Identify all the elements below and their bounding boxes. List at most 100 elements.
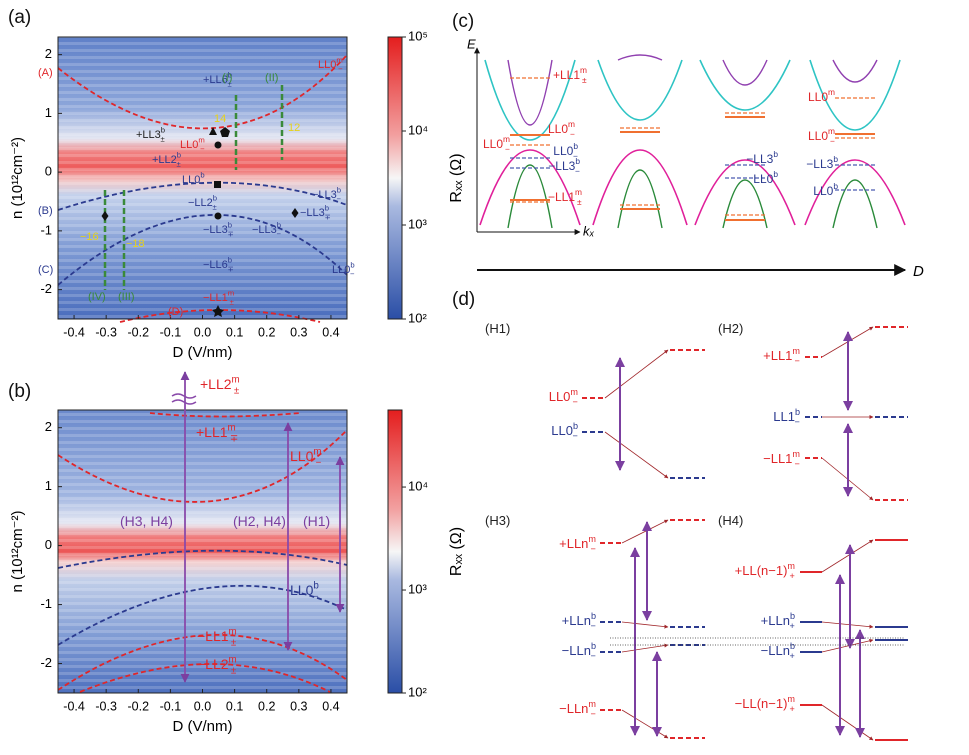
x-tick-label: -0.1	[160, 699, 182, 713]
label-text: −LL1	[548, 190, 575, 204]
y-axis-title: n (10¹²cm⁻²)	[9, 137, 26, 219]
label-sup: m	[336, 56, 342, 65]
label-sub: −	[313, 591, 319, 602]
label-text: (H1)	[485, 321, 510, 336]
label: +LL2m ±	[200, 374, 240, 396]
x-tick-label: 0.2	[258, 699, 275, 713]
band	[832, 59, 878, 83]
label: −LLnb −	[562, 641, 596, 661]
colorbar-tick-label: 10⁴	[408, 478, 428, 493]
label-text: (C)	[38, 264, 53, 276]
label-text: (II)	[265, 72, 278, 84]
label-text: −16	[80, 231, 99, 243]
label-sub: −	[830, 136, 835, 146]
label-text: +LLn	[761, 613, 790, 628]
label-text: −LL1	[197, 628, 229, 644]
label-sup: b	[228, 256, 232, 265]
label-sup: b	[161, 126, 165, 135]
label-sub: ±	[230, 297, 234, 306]
band	[832, 179, 878, 229]
label-sub: +	[790, 652, 795, 662]
label: LL0b −	[182, 171, 205, 189]
label-text: (H2)	[718, 321, 743, 336]
label-sub: −	[795, 460, 800, 470]
label: −LL(n−1)m +	[735, 694, 795, 714]
label-sub: −	[200, 179, 205, 188]
label-text: −LLn	[562, 643, 591, 658]
colorbar-title: Rₓₓ (Ω)	[448, 527, 465, 576]
x-axis-title: D (V/nm)	[173, 718, 233, 735]
label-sup: m	[568, 119, 575, 129]
label-sup: m	[828, 126, 835, 136]
label-sub: −	[795, 357, 800, 367]
x-tick-label: -0.3	[95, 325, 117, 339]
label-sup: m	[588, 699, 596, 709]
label-sup: b	[573, 421, 578, 431]
label-sub: +	[790, 622, 795, 632]
label: −18	[126, 238, 145, 250]
label-text: LL0	[290, 448, 314, 464]
x-tick-label: 0.4	[322, 325, 339, 339]
colorbar-tick-label: 10⁵	[408, 28, 428, 43]
label: LL0m −	[549, 387, 578, 407]
label: −LL6b ∓	[203, 256, 234, 274]
label-sub: −	[505, 144, 510, 154]
label-sup: b	[228, 221, 232, 230]
label-sub: −	[316, 457, 322, 468]
label: 14	[214, 113, 226, 125]
label-sub: −	[573, 432, 578, 442]
label: −LL2b ±	[188, 194, 217, 212]
label-sub: ∓	[324, 212, 330, 221]
axis-title: kₓ	[583, 223, 595, 238]
label-sub: ±	[231, 665, 237, 676]
x-axis-title: D (V/nm)	[173, 344, 233, 361]
y-tick-label: 1	[45, 105, 52, 120]
label-sub: −	[573, 398, 578, 408]
label-sub: −	[591, 652, 596, 662]
label-sub: +	[790, 572, 795, 582]
label-text: LL0	[553, 144, 573, 158]
label-text: LL0	[753, 172, 773, 186]
label-sup: m	[792, 449, 800, 459]
label-sub: ±	[231, 637, 237, 648]
x-tick-label: -0.2	[128, 699, 150, 713]
label: (C)	[38, 264, 53, 276]
y-tick-label: 0	[45, 537, 52, 552]
label-sup: b	[213, 194, 217, 203]
y-tick-label: 0	[45, 164, 52, 179]
label: −LL3b	[806, 154, 838, 171]
label-sup: b	[350, 261, 354, 270]
x-tick-label: -0.2	[128, 325, 150, 339]
guide-curve	[57, 214, 348, 286]
break-mark	[171, 393, 197, 405]
label-sup: m	[828, 87, 835, 97]
x-tick-label: 0.1	[226, 325, 243, 339]
label-sup: m	[229, 654, 237, 665]
axis-title: D	[913, 263, 924, 280]
colorbar	[387, 409, 403, 694]
panel-label: (d)	[452, 289, 475, 310]
y-axis-title: n (10¹²cm⁻²)	[9, 510, 26, 592]
colorbar-tick-label: 10³	[408, 581, 427, 596]
label-text: +LL1	[763, 348, 792, 363]
label: (IV)	[88, 291, 106, 303]
label: −LL3b ∓	[300, 204, 331, 222]
label: +LL1m ∓	[196, 422, 238, 444]
guide-curve	[57, 549, 348, 569]
label-sub: −	[795, 418, 800, 428]
shift-arrow	[821, 621, 874, 629]
label-sub: −	[591, 622, 596, 632]
label: (H2)	[718, 321, 743, 336]
label-sup: m	[232, 374, 240, 385]
band	[699, 59, 791, 111]
band	[507, 164, 553, 229]
label-sup: b	[277, 221, 281, 230]
label-text: −18	[126, 238, 145, 250]
label: LL0m −	[180, 136, 205, 154]
label-text: +LLn	[559, 536, 588, 551]
x-tick-label: 0.0	[194, 325, 211, 339]
label: +LL2b ±	[152, 151, 181, 169]
x-tick-label: 0.4	[322, 699, 339, 713]
panel-label: (a)	[8, 7, 31, 28]
x-tick-label: 0.2	[258, 325, 275, 339]
